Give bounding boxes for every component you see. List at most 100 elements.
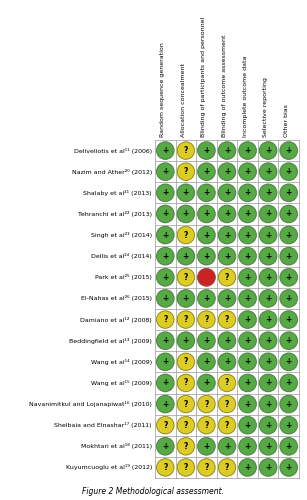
Text: Selective reporting: Selective reporting xyxy=(263,77,268,137)
Text: +: + xyxy=(162,400,169,408)
Circle shape xyxy=(198,438,215,455)
Text: +: + xyxy=(183,210,189,218)
Circle shape xyxy=(239,184,256,202)
Circle shape xyxy=(218,184,236,202)
Circle shape xyxy=(259,163,277,180)
Circle shape xyxy=(157,353,174,370)
Circle shape xyxy=(280,290,297,307)
Text: +: + xyxy=(203,188,210,198)
Text: ?: ? xyxy=(225,378,229,388)
Text: +: + xyxy=(224,167,230,176)
Text: +: + xyxy=(203,336,210,345)
Circle shape xyxy=(157,184,174,202)
Circle shape xyxy=(177,332,195,349)
Circle shape xyxy=(177,268,195,286)
Circle shape xyxy=(259,248,277,265)
Circle shape xyxy=(239,206,256,222)
Text: ?: ? xyxy=(184,230,188,239)
Circle shape xyxy=(198,163,215,180)
Text: +: + xyxy=(265,358,271,366)
Text: +: + xyxy=(183,294,189,303)
Text: Wang et al¹⁵ (2009): Wang et al¹⁵ (2009) xyxy=(91,380,152,386)
Circle shape xyxy=(280,416,297,434)
Text: Blinding of participants and personnel: Blinding of participants and personnel xyxy=(201,16,206,137)
Text: +: + xyxy=(183,252,189,260)
Text: ?: ? xyxy=(184,442,188,451)
Circle shape xyxy=(198,142,215,159)
Circle shape xyxy=(259,142,277,159)
Circle shape xyxy=(259,438,277,455)
Text: +: + xyxy=(244,252,251,260)
Circle shape xyxy=(198,226,215,244)
Circle shape xyxy=(259,226,277,244)
Circle shape xyxy=(239,374,256,392)
Circle shape xyxy=(218,332,236,349)
Circle shape xyxy=(259,374,277,392)
Circle shape xyxy=(239,438,256,455)
Text: ?: ? xyxy=(204,400,209,408)
Circle shape xyxy=(239,290,256,307)
Text: +: + xyxy=(286,315,292,324)
Text: +: + xyxy=(244,294,251,303)
Text: +: + xyxy=(162,294,169,303)
Text: +: + xyxy=(286,294,292,303)
Circle shape xyxy=(218,459,236,476)
Circle shape xyxy=(177,248,195,265)
Text: +: + xyxy=(224,358,230,366)
Text: Nazim and Ather²⁰ (2012): Nazim and Ather²⁰ (2012) xyxy=(72,168,152,174)
Text: +: + xyxy=(286,252,292,260)
Text: +: + xyxy=(286,167,292,176)
Circle shape xyxy=(177,459,195,476)
Circle shape xyxy=(218,248,236,265)
Text: +: + xyxy=(286,188,292,198)
Text: ?: ? xyxy=(184,400,188,408)
Text: +: + xyxy=(265,252,271,260)
Text: +: + xyxy=(286,146,292,155)
Text: Park et al²⁵ (2015): Park et al²⁵ (2015) xyxy=(95,274,152,280)
Circle shape xyxy=(259,184,277,202)
Text: +: + xyxy=(224,252,230,260)
Text: +: + xyxy=(224,146,230,155)
Circle shape xyxy=(218,311,236,328)
Circle shape xyxy=(280,332,297,349)
Circle shape xyxy=(218,142,236,159)
Circle shape xyxy=(157,142,174,159)
Text: +: + xyxy=(244,400,251,408)
Circle shape xyxy=(177,416,195,434)
Circle shape xyxy=(157,248,174,265)
Circle shape xyxy=(198,311,215,328)
Text: +: + xyxy=(244,315,251,324)
Text: +: + xyxy=(203,378,210,388)
Circle shape xyxy=(280,353,297,370)
Text: Wang et al¹⁴ (2009): Wang et al¹⁴ (2009) xyxy=(91,359,152,365)
Text: ?: ? xyxy=(184,167,188,176)
Text: +: + xyxy=(265,315,271,324)
Text: ?: ? xyxy=(184,273,188,282)
Text: +: + xyxy=(203,167,210,176)
Circle shape xyxy=(239,332,256,349)
Text: ?: ? xyxy=(204,315,209,324)
Circle shape xyxy=(280,374,297,392)
Text: Figure 2 Methodological assessment.: Figure 2 Methodological assessment. xyxy=(83,487,224,496)
Text: ?: ? xyxy=(225,420,229,430)
Circle shape xyxy=(198,353,215,370)
Text: ?: ? xyxy=(204,420,209,430)
Text: +: + xyxy=(244,273,251,282)
Text: +: + xyxy=(244,146,251,155)
Circle shape xyxy=(259,459,277,476)
Text: +: + xyxy=(286,210,292,218)
Circle shape xyxy=(218,206,236,222)
Circle shape xyxy=(198,248,215,265)
Text: +: + xyxy=(286,420,292,430)
Text: +: + xyxy=(265,210,271,218)
Text: ?: ? xyxy=(184,378,188,388)
Text: +: + xyxy=(203,230,210,239)
Circle shape xyxy=(218,374,236,392)
Circle shape xyxy=(177,290,195,307)
Text: Dellis et al²⁴ (2014): Dellis et al²⁴ (2014) xyxy=(91,253,152,259)
Text: Blinding of outcome assessment: Blinding of outcome assessment xyxy=(222,34,227,137)
Text: +: + xyxy=(162,188,169,198)
Circle shape xyxy=(280,163,297,180)
Text: +: + xyxy=(203,252,210,260)
Text: +: + xyxy=(244,230,251,239)
